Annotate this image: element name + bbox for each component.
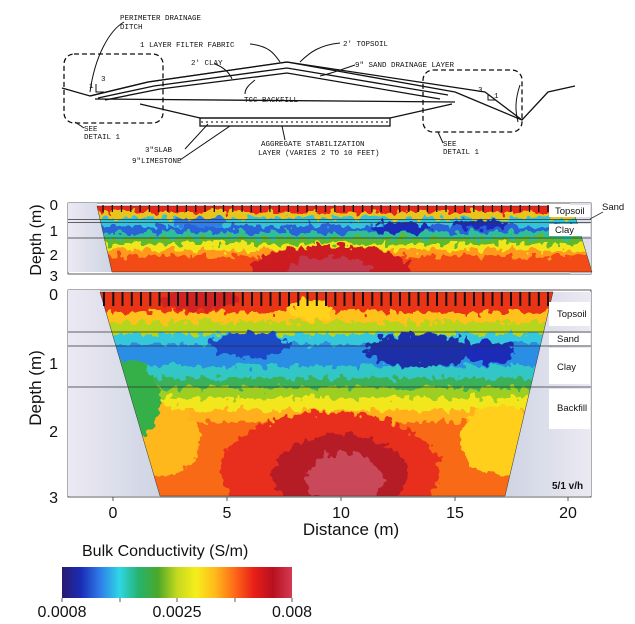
bottom-ytick-2: 2 [49,424,58,441]
leader-perimeter [89,21,125,93]
bottom-section: Depth (m) 0 1 2 3 Topsoil Sand Clay Back… [26,287,592,539]
top-ytick-1: 1 [50,223,58,240]
leader-sand [319,64,356,77]
colorbar-label-min: 0.0008 [38,604,87,621]
label-slope-left-3: 3 [101,76,106,84]
label-detail-left: DETAIL 1 [84,134,121,142]
top-layer-topsoil: Topsoil [555,206,585,217]
backfill-trough [139,103,453,119]
detail-box-right [422,69,523,133]
top-electrodes [102,205,549,212]
cap-schematic [61,21,576,161]
bottom-layer-backfill: Backfill [557,403,587,414]
label-ditch: DITCH [120,24,143,32]
vertical-exaggeration: 5/1 v/h [552,481,583,492]
leader-aggregate [281,125,286,141]
label-tcc-backfill: TCC BACKFILL [244,97,299,105]
label-limestone: 9"LIMESTONE [132,158,182,166]
label-filter-fabric: 1 LAYER FILTER FABRIC [140,42,235,50]
top-section: Depth (m) 0 1 2 3 Topsoil Clay Sand [28,197,624,285]
bottom-layer-topsoil: Topsoil [557,309,587,320]
label-clay: 2' CLAY [191,60,223,68]
top-ytick-2: 2 [50,247,58,264]
colorbar: Bulk Conductivity (S/m) 0.0008 0.0025 0.… [38,543,313,621]
label-sand-drainage: 9" SAND DRAINAGE LAYER [355,62,455,70]
top-ytick-0: 0 [50,197,58,214]
bottom-layer-clay: Clay [557,362,576,373]
leader-clay [214,63,233,80]
bottom-ytick-0: 0 [49,287,58,304]
slope-triangle-left [95,84,104,93]
colorbar-title: Bulk Conductivity (S/m) [82,543,248,560]
xtick-20: 20 [559,505,577,522]
label-topsoil: 2' TOPSOIL [343,41,389,49]
top-ytick-3: 3 [50,268,58,285]
leader-tcc [244,79,256,95]
leader-slab [184,123,209,150]
top-heatmap [97,206,592,272]
leader-right-ditch [515,84,521,123]
top-sand-callout: Sand [602,202,624,213]
label-perimeter-drainage: PERIMETER DRAINAGE [120,15,202,23]
label-slope-left-1: 1 [89,83,94,91]
leader-see-left [74,121,85,129]
leader-see-right [437,131,444,144]
cap-clay-layer [97,67,449,99]
xtick-0: 0 [109,505,118,522]
leader-topsoil [299,42,341,63]
bottom-fade-left [68,290,160,496]
detail-box-left [63,53,164,124]
top-ylabel: Depth (m) [28,204,45,275]
slope-triangle-right [487,94,496,101]
leader-limestone [179,125,231,161]
cap-top-layer [89,61,456,97]
colorbar-label-mid: 0.0025 [153,604,202,621]
bottom-layer-sand: Sand [557,334,579,345]
xtick-15: 15 [446,505,464,522]
leader-fabric [249,43,281,63]
label-detail-right: DETAIL 1 [443,149,480,157]
top-fade-left [68,203,112,272]
xtick-10: 10 [332,505,350,522]
xtick-5: 5 [223,505,232,522]
label-slope-right-1: 1 [494,93,499,101]
top-layer-clay: Clay [555,225,574,236]
label-slab: 3"SLAB [145,147,173,155]
label-aggregate-2: LAYER (VARIES 2 TO 10 FEET) [258,150,380,158]
cap-bottom-line [94,98,456,103]
bottom-ytick-3: 3 [49,490,58,507]
ground-surface-right [454,85,576,121]
label-slope-right-3: 3 [478,87,483,95]
aggregate-layer [199,117,391,127]
sand-callout-arrow [589,211,604,220]
schematic-labels: PERIMETER DRAINAGE DITCH 1 LAYER FILTER … [84,15,499,166]
bottom-electrodes [103,292,549,306]
cap-sand-layer [104,72,441,101]
x-axis-label: Distance (m) [303,520,399,539]
label-aggregate-1: AGGREGATE STABILIZATION [261,141,365,149]
colorbar-gradient [62,567,292,598]
bottom-ytick-1: 1 [49,356,58,373]
label-see-right: SEE [443,141,457,149]
bottom-ylabel: Depth (m) [26,350,45,426]
label-see-left: SEE [84,126,98,134]
colorbar-label-max: 0.008 [272,604,312,621]
x-axis-ticks [112,497,569,501]
